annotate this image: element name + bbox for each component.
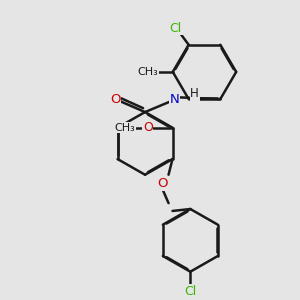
Text: O: O: [110, 93, 121, 106]
Text: O: O: [157, 177, 168, 190]
Text: Cl: Cl: [184, 285, 196, 298]
Text: CH₃: CH₃: [138, 67, 158, 77]
Text: CH₃: CH₃: [115, 123, 135, 133]
Text: Cl: Cl: [169, 22, 182, 34]
Text: N: N: [170, 93, 180, 106]
Text: O: O: [143, 121, 153, 134]
Text: H: H: [190, 87, 199, 100]
